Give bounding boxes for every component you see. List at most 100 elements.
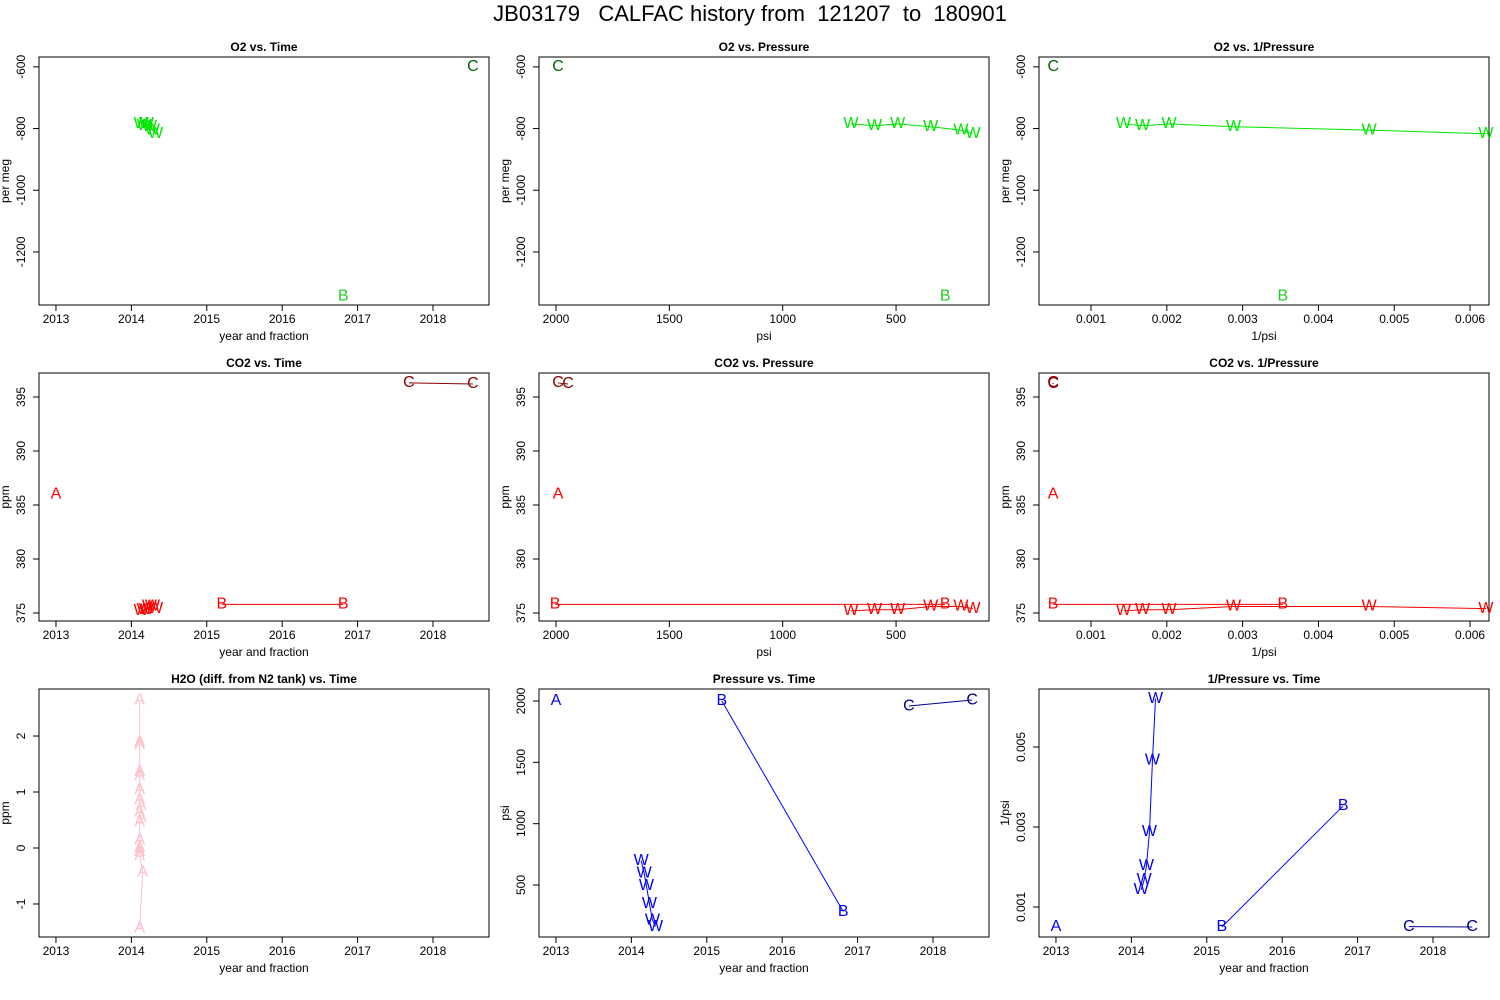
point-marker: C	[1047, 58, 1059, 75]
point-marker: C	[467, 58, 479, 75]
x-tick-label: 0.005	[1379, 628, 1409, 642]
x-tick-label: 2016	[269, 944, 296, 958]
plot-frame	[1038, 372, 1490, 622]
point-marker: W	[965, 600, 981, 617]
series-line	[908, 699, 973, 707]
y-tick-label: 380	[14, 549, 28, 569]
point-marker: B	[838, 903, 849, 920]
x-tick-label: 2013	[543, 944, 570, 958]
point-marker: C	[903, 697, 915, 714]
y-tick-label: -600	[1014, 55, 1028, 79]
x-tick-label: 1500	[656, 312, 683, 326]
point-marker: B	[940, 287, 951, 304]
page-title: JB03179 CALFAC history from 121207 to 18…	[493, 1, 1007, 26]
x-tick-label: 2000	[543, 628, 570, 642]
series-line	[850, 123, 974, 135]
y-tick-label: -1000	[14, 175, 28, 206]
point-marker: W	[1137, 871, 1153, 888]
point-marker: W	[145, 598, 161, 615]
point-marker: W	[645, 911, 661, 928]
point-marker: A	[551, 692, 562, 709]
y-axis-label: 1/psi	[998, 800, 1012, 825]
y-tick-label: 1	[14, 788, 28, 795]
x-tick-label: 0.005	[1379, 312, 1409, 326]
series-line	[141, 606, 156, 612]
y-tick-label: -1000	[514, 175, 528, 206]
x-tick-label: 2014	[118, 944, 145, 958]
y-tick-label: -800	[1014, 116, 1028, 140]
point-marker: W	[139, 601, 155, 618]
x-tick-label: 2016	[269, 312, 296, 326]
plot-frame	[38, 688, 490, 938]
x-tick-label: 2015	[193, 628, 220, 642]
point-marker: A	[134, 781, 145, 798]
x-tick-label: 2014	[618, 944, 645, 958]
point-marker: A	[553, 485, 564, 502]
x-tick-label: 2018	[920, 944, 947, 958]
y-axis-label: ppm	[998, 485, 1012, 508]
x-axis-label: year and fraction	[719, 961, 808, 975]
x-tick-label: 1000	[769, 312, 796, 326]
point-marker: W	[953, 121, 969, 138]
y-axis-label: per meg	[998, 159, 1012, 203]
series-line	[1140, 698, 1156, 890]
point-marker: W	[148, 600, 164, 617]
x-axis-label: year and fraction	[219, 329, 308, 343]
point-marker: W	[148, 125, 164, 142]
x-tick-label: 2013	[43, 628, 70, 642]
point-marker: W	[139, 115, 155, 132]
series-line	[850, 606, 973, 612]
plot-frame	[538, 56, 990, 306]
point-marker: C	[1047, 374, 1059, 391]
point-marker: A	[134, 813, 145, 830]
chart-title: Pressure vs. Time	[713, 672, 816, 686]
y-tick-label: -600	[514, 55, 528, 79]
series-line	[1123, 606, 1486, 612]
point-marker: A	[134, 767, 145, 784]
point-marker: W	[867, 601, 883, 618]
point-marker: W	[1226, 118, 1242, 135]
x-tick-label: 1500	[656, 628, 683, 642]
chart-title: CO2 vs. Time	[226, 356, 302, 370]
x-tick-label: 0.004	[1303, 628, 1333, 642]
point-marker: B	[717, 692, 728, 709]
y-axis-label: psi	[498, 805, 512, 820]
point-marker: W	[134, 115, 150, 132]
series-line	[140, 123, 156, 135]
point-marker: A	[134, 831, 145, 848]
y-tick-label: -600	[14, 55, 28, 79]
x-tick-label: 2013	[43, 312, 70, 326]
y-tick-label: -1	[14, 898, 28, 909]
point-marker: W	[890, 115, 906, 132]
plot-frame	[38, 372, 490, 622]
point-marker: W	[648, 918, 664, 935]
point-marker: A	[134, 839, 145, 856]
y-tick-label: 0.003	[1014, 812, 1028, 842]
y-axis-label: ppm	[0, 485, 12, 508]
x-tick-label: 2000	[543, 312, 570, 326]
point-marker: C	[552, 58, 564, 75]
chart-title: CO2 vs. 1/Pressure	[1209, 356, 1319, 370]
point-marker: W	[637, 865, 653, 882]
chart-title: O2 vs. 1/Pressure	[1214, 40, 1315, 54]
y-tick-label: 1500	[514, 749, 528, 776]
plot-frame	[538, 688, 990, 938]
y-tick-label: 0.005	[1014, 732, 1028, 762]
y-tick-label: -1200	[14, 236, 28, 267]
x-tick-label: 500	[886, 312, 906, 326]
point-marker: W	[1116, 602, 1132, 619]
point-marker: W	[1135, 117, 1151, 134]
point-marker: W	[923, 118, 939, 135]
point-marker: A	[134, 763, 145, 780]
y-tick-label: 390	[14, 441, 28, 461]
point-marker: W	[134, 602, 150, 619]
y-tick-label: -800	[14, 116, 28, 140]
y-tick-label: 395	[514, 387, 528, 407]
point-marker: W	[1142, 823, 1158, 840]
point-marker: W	[1362, 121, 1378, 138]
x-tick-label: 2017	[344, 944, 371, 958]
point-marker: B	[338, 287, 349, 304]
y-axis-label: per meg	[498, 159, 512, 203]
x-tick-label: 2015	[193, 312, 220, 326]
